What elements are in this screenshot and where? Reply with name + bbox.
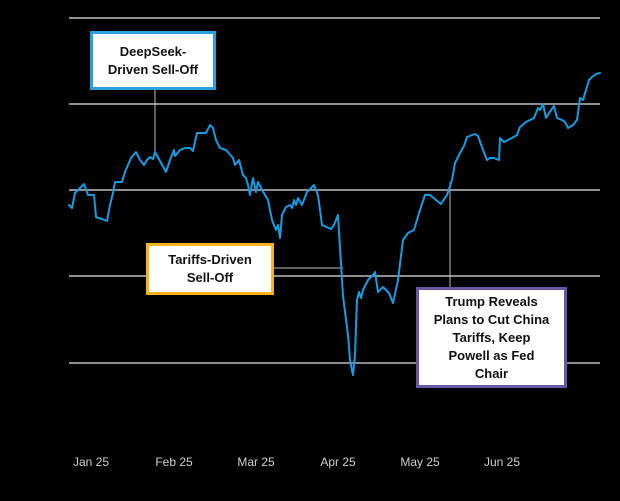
x-tick-label: May 25 xyxy=(400,455,440,469)
index-price-line xyxy=(68,72,601,376)
deepseek-annotation: DeepSeek- Driven Sell-Off xyxy=(90,31,216,90)
x-tick-label: Feb 25 xyxy=(155,455,193,469)
x-tick-label: Jun 25 xyxy=(483,455,521,469)
x-tick-label: Jan 25 xyxy=(72,455,110,469)
trump-annotation: Trump Reveals Plans to Cut China Tariffs… xyxy=(416,287,567,388)
x-tick-label: Apr 25 xyxy=(320,455,356,469)
tariffs-annotation: Tariffs-Driven Sell-Off xyxy=(146,243,274,295)
annotation-leader-lines xyxy=(154,88,451,288)
x-tick-label: Mar 25 xyxy=(237,455,275,469)
